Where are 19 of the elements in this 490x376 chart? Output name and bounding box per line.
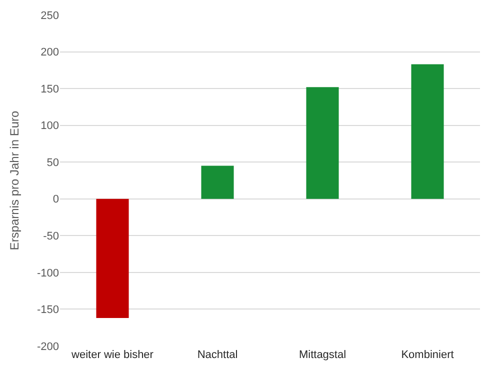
x-tick-label: Mittagstal bbox=[298, 349, 346, 361]
x-tick-label: Kombiniert bbox=[401, 349, 454, 361]
y-tick-label: 0 bbox=[52, 194, 59, 206]
x-tick-label: weiter wie bisher bbox=[70, 349, 154, 361]
y-axis-title: Ersparnis pro Jahr in Euro bbox=[7, 110, 22, 250]
y-tick-label: 100 bbox=[40, 120, 59, 132]
x-tick-label: Nachttal bbox=[197, 349, 238, 361]
bar bbox=[201, 166, 234, 199]
y-tick-label: -200 bbox=[36, 340, 59, 353]
y-tick-label: 50 bbox=[46, 156, 59, 169]
y-tick-label: -150 bbox=[36, 304, 59, 316]
y-tick-label: -100 bbox=[36, 267, 59, 280]
y-tick-label: 200 bbox=[40, 46, 59, 59]
bar bbox=[411, 64, 444, 199]
y-tick-label: 250 bbox=[40, 10, 59, 22]
y-tick-label: 150 bbox=[40, 83, 59, 96]
bar bbox=[306, 87, 339, 199]
y-tick-label: -50 bbox=[43, 230, 59, 243]
bar bbox=[96, 198, 129, 318]
